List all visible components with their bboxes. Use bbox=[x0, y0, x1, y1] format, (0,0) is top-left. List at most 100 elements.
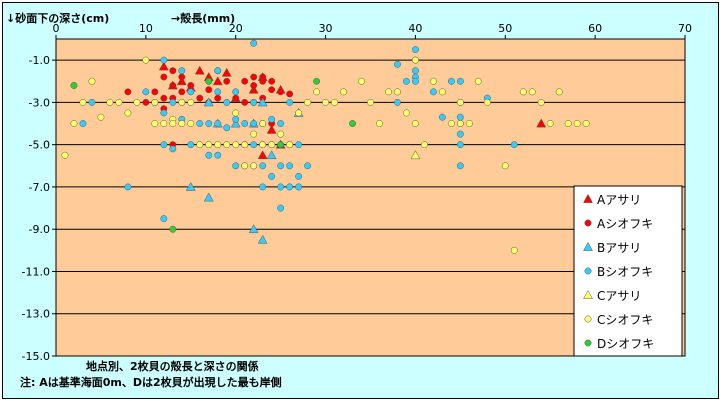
x-tick-label: 30 bbox=[319, 22, 333, 35]
data-point bbox=[151, 88, 159, 96]
data-point bbox=[205, 141, 213, 149]
data-point bbox=[349, 120, 356, 127]
legend-marker bbox=[583, 241, 593, 251]
data-point bbox=[438, 113, 446, 121]
data-point bbox=[241, 77, 249, 85]
data-point bbox=[232, 141, 240, 149]
data-point bbox=[151, 98, 159, 106]
data-point bbox=[411, 56, 419, 64]
data-point bbox=[205, 120, 213, 127]
data-point bbox=[266, 124, 277, 134]
data-point bbox=[169, 225, 177, 233]
data-point bbox=[582, 120, 590, 127]
legend-marker bbox=[584, 315, 592, 323]
data-point bbox=[259, 141, 267, 149]
data-point bbox=[447, 77, 455, 85]
data-point bbox=[257, 97, 268, 107]
data-point bbox=[160, 141, 168, 149]
data-point bbox=[214, 151, 222, 159]
x-tick-label: 10 bbox=[139, 22, 153, 35]
data-point bbox=[411, 120, 419, 127]
data-point bbox=[214, 67, 222, 75]
caption-line-2: 注: Aは基準海面0m、Dは2枚貝が出現した最も岸側 bbox=[20, 375, 282, 389]
data-point bbox=[456, 98, 464, 106]
data-point bbox=[142, 56, 150, 64]
data-point bbox=[241, 98, 249, 106]
data-point bbox=[79, 98, 87, 106]
data-point bbox=[277, 204, 285, 212]
data-point bbox=[214, 88, 222, 96]
data-point bbox=[223, 141, 231, 149]
data-point bbox=[70, 82, 78, 89]
data-point bbox=[456, 162, 464, 170]
x-tick-label: 20 bbox=[229, 22, 243, 35]
data-point bbox=[411, 67, 419, 75]
legend-label: Bアサリ bbox=[597, 241, 641, 255]
data-point bbox=[456, 120, 464, 127]
data-point bbox=[394, 98, 401, 106]
legend: Aアサリ Aシオフキ Bアサリ Bシオフキ Cアサリ Cシオフキ Dシオフキ bbox=[573, 185, 683, 357]
data-point bbox=[340, 88, 347, 96]
data-point bbox=[230, 118, 241, 128]
data-point bbox=[257, 150, 268, 160]
data-point bbox=[277, 130, 285, 138]
data-point bbox=[232, 88, 240, 96]
data-point bbox=[178, 98, 186, 106]
legend-marker bbox=[584, 219, 592, 227]
y-tick-label: -15.0 bbox=[22, 350, 50, 363]
data-point bbox=[248, 224, 259, 234]
data-point bbox=[97, 113, 105, 121]
data-point bbox=[313, 88, 321, 96]
data-point bbox=[124, 88, 132, 96]
data-point bbox=[429, 88, 437, 96]
data-point bbox=[151, 120, 159, 127]
data-point bbox=[241, 141, 249, 149]
data-point bbox=[223, 77, 231, 85]
data-point bbox=[196, 141, 204, 149]
data-point bbox=[232, 162, 240, 170]
data-point bbox=[277, 88, 285, 96]
x-tick-label: 50 bbox=[498, 22, 512, 35]
legend-marker bbox=[583, 193, 593, 203]
data-point bbox=[438, 88, 446, 96]
data-point bbox=[465, 120, 473, 127]
data-point bbox=[250, 130, 258, 138]
data-point bbox=[194, 65, 205, 75]
data-point bbox=[555, 88, 563, 96]
data-point bbox=[187, 88, 195, 96]
x-tick-label: 60 bbox=[588, 22, 602, 35]
data-point bbox=[169, 98, 177, 106]
y-tick-label: -1.0 bbox=[29, 54, 50, 67]
series-7 bbox=[70, 77, 356, 233]
data-point bbox=[160, 73, 168, 81]
data-point bbox=[322, 98, 330, 106]
data-point bbox=[286, 162, 294, 170]
legend-label: Cシオフキ bbox=[597, 313, 653, 327]
data-point bbox=[259, 120, 267, 127]
data-point bbox=[537, 98, 545, 106]
data-point bbox=[528, 88, 536, 96]
data-point bbox=[277, 120, 285, 127]
data-point bbox=[212, 76, 223, 86]
x-tick-label: 40 bbox=[408, 22, 422, 35]
data-point bbox=[214, 94, 222, 102]
legend-label: Bシオフキ bbox=[597, 265, 653, 279]
data-point bbox=[88, 98, 96, 106]
data-point bbox=[61, 151, 69, 159]
data-point bbox=[483, 98, 491, 106]
x-tick-label: 70 bbox=[678, 22, 692, 35]
data-point bbox=[266, 150, 277, 160]
data-point bbox=[402, 109, 410, 117]
data-point bbox=[564, 120, 572, 127]
data-point bbox=[196, 120, 204, 127]
data-point bbox=[160, 109, 168, 117]
data-point bbox=[259, 183, 267, 191]
y-tick-label: -7.0 bbox=[29, 181, 50, 194]
data-point bbox=[115, 98, 123, 106]
legend-marker bbox=[584, 267, 592, 275]
y-axis-label: ↓砂面下の深さ(cm) bbox=[6, 11, 109, 25]
data-point bbox=[178, 73, 186, 81]
data-point bbox=[313, 77, 321, 85]
legend-box bbox=[573, 185, 683, 357]
data-point bbox=[268, 172, 276, 180]
